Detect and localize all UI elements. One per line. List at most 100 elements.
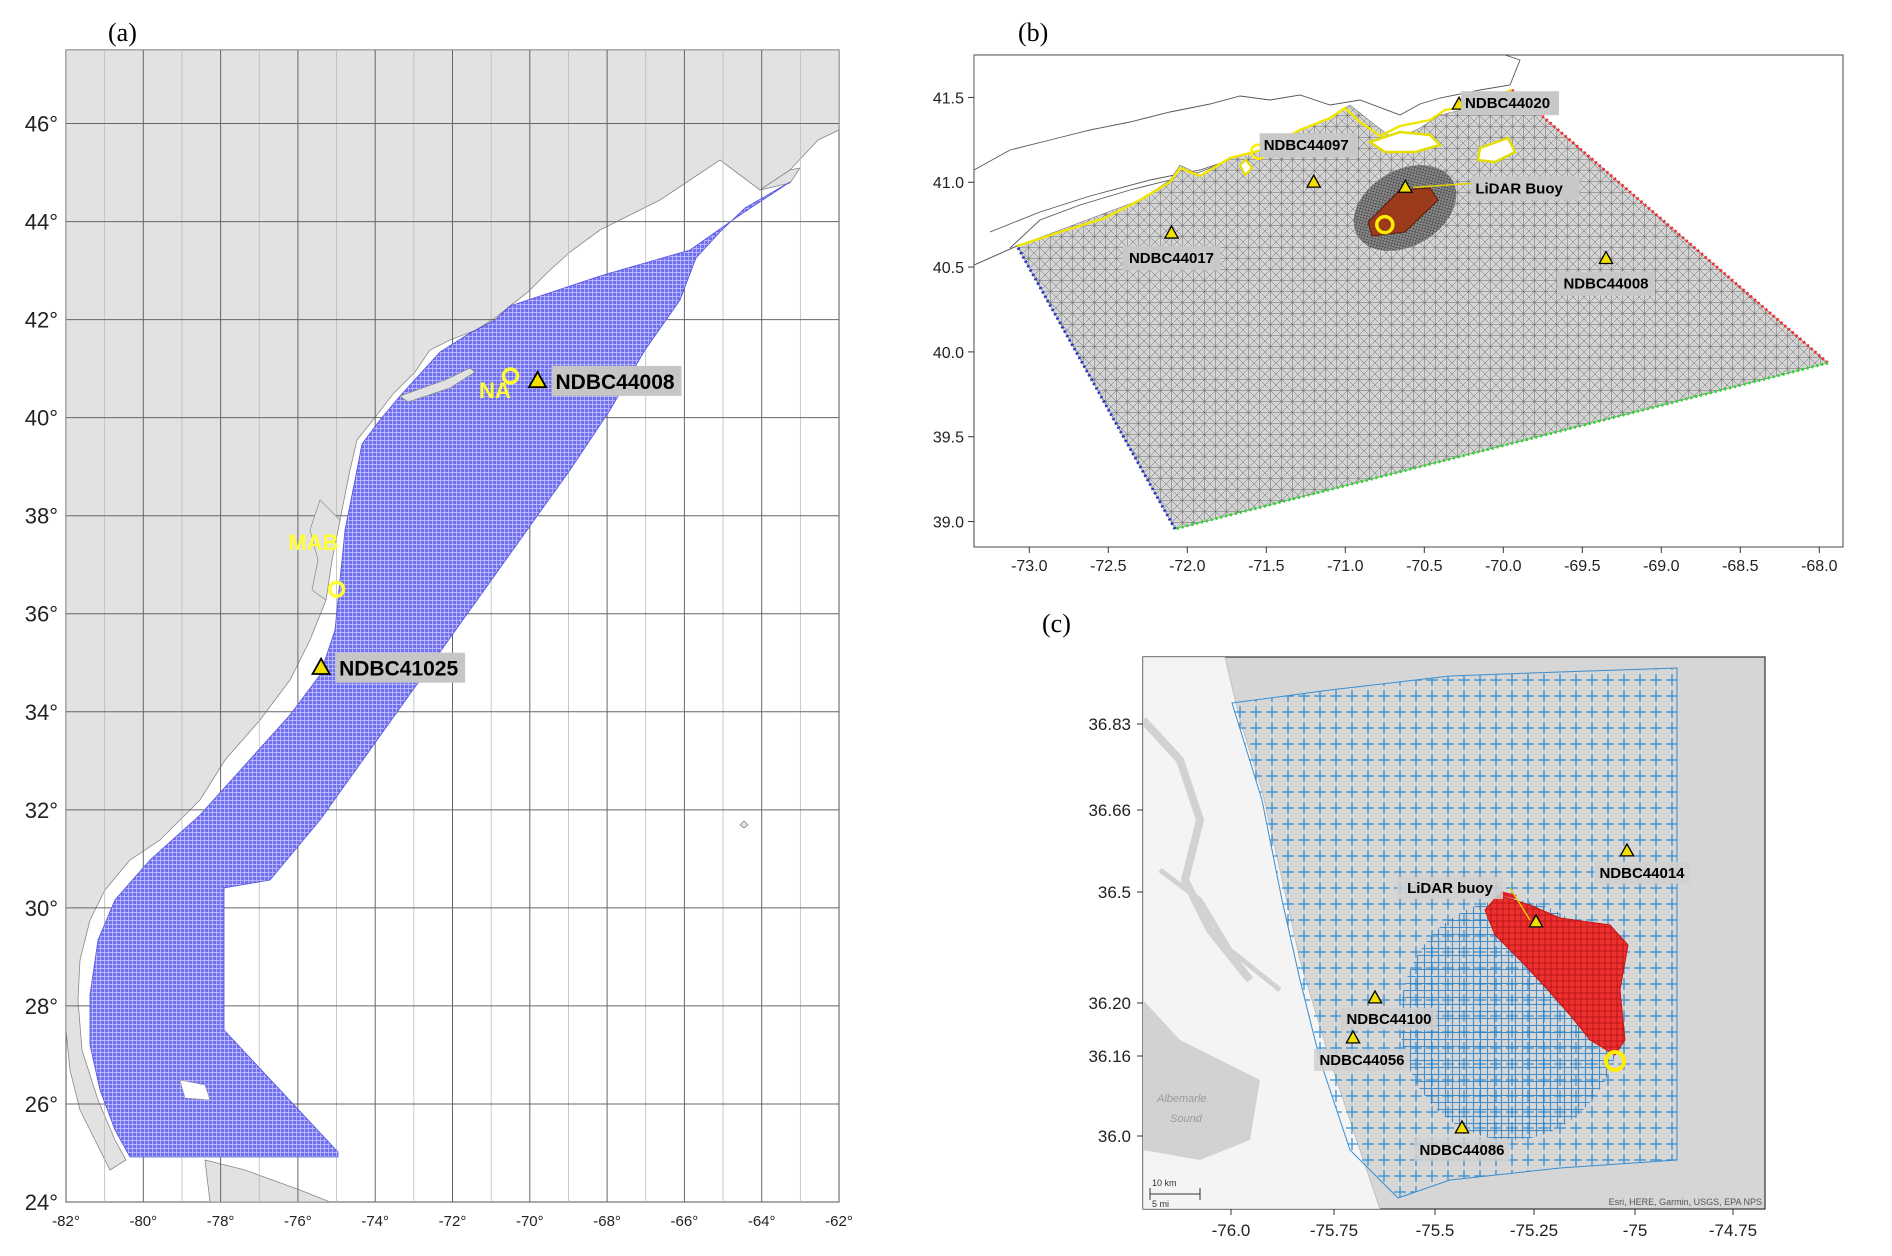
buoy-label: NDBC44008 xyxy=(556,371,675,394)
wind-turbine-array xyxy=(1484,894,1629,1056)
lat-tick-label: 30° xyxy=(25,896,58,921)
lon-tick-label: -66° xyxy=(671,1213,699,1230)
buoy-triangle-icon xyxy=(1598,250,1614,265)
panel-b: (b) -73.0 -72.5 -72.0 -71.5 -71.0 -70.5 -70.0-… xyxy=(933,18,1844,575)
y-tick-label: 36.16 xyxy=(1088,1047,1131,1066)
basemap-attribution: Esri, HERE, Garmin, USGS, EPA NPS xyxy=(1609,1197,1762,1207)
basemap-river xyxy=(1143,717,1254,983)
y-tick-label: 40.0 xyxy=(933,345,964,362)
buoy-label-background xyxy=(1122,246,1221,271)
x-tick-label: -72.5 xyxy=(1090,558,1127,575)
lat-tick-label: 24° xyxy=(25,1190,58,1215)
panel-c-overlays: NDBC44014 LiDAR buoy NDBC44100 NDBC44056 NDB… xyxy=(1314,842,1690,1161)
panel-a-lat-ticks: 24° 26° 28° 30° 32° 34° 36° 38° 40° 42° 44° 46° xyxy=(25,112,58,1215)
panel-c-label: (c) xyxy=(1042,609,1071,638)
mainland-coast-line xyxy=(974,245,1018,266)
study-site-marker xyxy=(1375,214,1395,235)
buoy-label-background xyxy=(1594,862,1690,884)
y-tick-label: 39.0 xyxy=(933,515,964,532)
buoy-leader-line xyxy=(1509,887,1531,921)
sound-label-line1: Albemarle xyxy=(1156,1093,1207,1105)
buoy-label-background xyxy=(1259,133,1358,158)
panel-c-map: 10 km 5 mi Albemarle Sound Esri, HERE, G… xyxy=(1143,657,1762,1209)
y-tick-label: 41.0 xyxy=(933,175,964,192)
lat-tick-label: 34° xyxy=(25,700,58,725)
new-england-coast xyxy=(974,55,1521,171)
lon-tick-label: -70° xyxy=(516,1213,544,1230)
west-open-boundary xyxy=(1015,245,1177,530)
x-tick-label: -74.75 xyxy=(1709,1221,1757,1240)
x-tick-label: -75.5 xyxy=(1416,1221,1455,1240)
panel-a-label: (a) xyxy=(108,18,137,47)
nova-scotia-land xyxy=(759,167,801,191)
nantucket xyxy=(1476,136,1517,164)
basemap-sound xyxy=(1143,1000,1260,1160)
panel-c-x-ticks: -76.0 -75.75 -75.5 -75.25 -75 -74.75 xyxy=(1212,1209,1757,1240)
x-tick-label: -70.5 xyxy=(1406,558,1443,575)
panel-a-lon-ticks: -82° -80° -78° -76° -74° -72° -70° -68° -66° -64°… xyxy=(52,1213,853,1230)
panel-b-overlays: NDBC44020 NDBC44097 LiDAR Buoy NDBC44017 NDB… xyxy=(1122,91,1655,296)
caribbean-islands xyxy=(204,820,749,1202)
lon-tick-label: -76° xyxy=(284,1213,312,1230)
buoy-triangle-icon xyxy=(1397,178,1414,193)
lon-tick-label: -64° xyxy=(748,1213,776,1230)
x-tick-label: -69.5 xyxy=(1564,558,1601,575)
florida-keys xyxy=(179,1079,211,1101)
buoy-triangle-icon xyxy=(1528,913,1544,928)
buoy-label: LiDAR Buoy xyxy=(1475,180,1563,197)
y-tick-label: 36.20 xyxy=(1088,994,1131,1013)
x-tick-label: -71.5 xyxy=(1248,558,1285,575)
scale-bar: 10 km 5 mi xyxy=(1149,1178,1201,1209)
panel-b-x-ticks: -73.0 -72.5 -72.0 -71.5 -71.0 -70.5 -70.0 -69.5… xyxy=(1011,547,1838,575)
sound-label-line2: Sound xyxy=(1170,1113,1203,1125)
x-tick-label: -75.25 xyxy=(1510,1221,1558,1240)
buoy-triangle-icon xyxy=(1367,989,1383,1004)
y-tick-label: 36.0 xyxy=(1098,1127,1131,1146)
buoy-label: NDBC44017 xyxy=(1129,250,1214,267)
lon-tick-label: -82° xyxy=(52,1213,80,1230)
x-tick-label: -68.0 xyxy=(1801,558,1838,575)
study-site-marker xyxy=(501,367,520,385)
y-tick-label: 36.5 xyxy=(1098,883,1131,902)
chesapeake-bay xyxy=(309,499,341,601)
lat-tick-label: 42° xyxy=(25,308,58,333)
buoy-triangle-icon xyxy=(1305,173,1322,188)
lon-tick-label: -78° xyxy=(207,1213,235,1230)
lat-tick-label: 44° xyxy=(25,210,58,235)
lat-tick-label: 38° xyxy=(25,504,58,529)
buoy-label-background xyxy=(1414,1139,1510,1161)
y-tick-label: 39.5 xyxy=(933,430,964,447)
buoy-label: NDBC44020 xyxy=(1465,95,1550,112)
x-tick-label: -69.0 xyxy=(1643,558,1680,575)
panel-b-y-ticks: 39.0 39.5 40.0 40.5 41.0 41.5 xyxy=(933,90,974,532)
x-tick-label: -75.75 xyxy=(1310,1221,1358,1240)
lon-tick-label: -74° xyxy=(361,1213,389,1230)
lon-tick-label: -72° xyxy=(439,1213,467,1230)
buoy-triangle-icon xyxy=(1619,842,1635,857)
buoy-triangle-icon xyxy=(1454,1119,1470,1134)
panel-c: (c) 10 km 5 mi Albemarle Sound Esri, HER… xyxy=(1042,609,1766,1240)
buoy-label-background xyxy=(1557,271,1655,296)
buoy-label-background xyxy=(551,365,682,396)
buoy-label-background xyxy=(1314,1049,1410,1071)
y-tick-label: 36.83 xyxy=(1088,715,1131,734)
lat-tick-label: 26° xyxy=(25,1092,58,1117)
lon-tick-label: -80° xyxy=(129,1213,157,1230)
buoy-label: NDBC44097 xyxy=(1264,137,1349,154)
buoy-triangle-icon xyxy=(1345,1029,1361,1044)
buoy-label: NDBC44100 xyxy=(1346,1011,1431,1028)
panel-b-map xyxy=(974,55,1829,531)
y-tick-label: 40.5 xyxy=(933,260,964,277)
study-site-marker xyxy=(1604,1050,1626,1072)
panel-a: (a) -82° -80° -78° -76° -74° -72° -70° -68° -66°… xyxy=(25,18,853,1230)
coastal-boundary xyxy=(1016,88,1513,248)
buoy-label-background xyxy=(1397,877,1503,899)
buoy-label: NDBC41025 xyxy=(339,658,458,681)
y-tick-label: 41.5 xyxy=(933,90,964,107)
buoy-label-background xyxy=(1471,176,1580,201)
lon-tick-label: -62° xyxy=(825,1213,853,1230)
buoy-triangle-icon xyxy=(311,656,332,675)
x-tick-label: -75 xyxy=(1623,1221,1648,1240)
x-tick-label: -70.0 xyxy=(1485,558,1522,575)
